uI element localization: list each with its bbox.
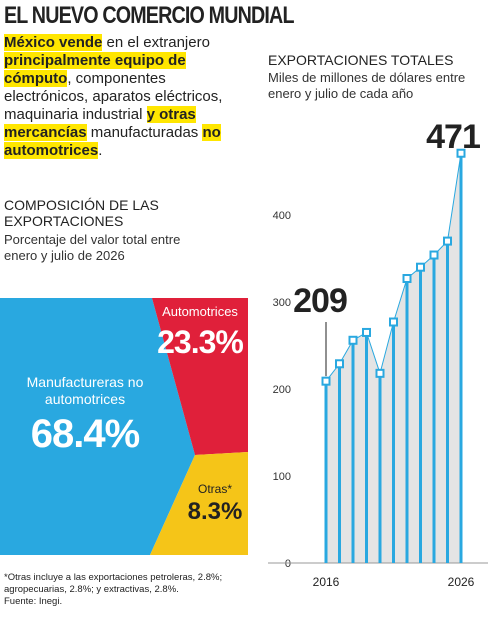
source: Fuente: Inegi. [4,596,63,607]
value-label: 209 [293,282,347,320]
y-tick-label: 0 [285,558,291,570]
marker [321,376,331,386]
intro-text-part: . [98,142,103,159]
marker [429,250,439,260]
composition-title: COMPOSICIÓN DE LAS EXPORTACIONES [4,197,159,229]
legend-label: Manufactureras no automotrices [26,374,144,407]
footnote: *Otras incluye a las exportaciones petro… [4,572,259,608]
intro-highlight: México vende [4,34,103,51]
marker [416,262,425,272]
legend-label: Otras* [197,482,232,496]
legend-label: Automotrices [162,304,238,319]
value-label: 471 [426,118,480,156]
marker [389,317,398,327]
marker [375,368,385,378]
y-tick-label: 300 [273,297,291,309]
y-tick-label: 100 [273,471,291,483]
marker [402,274,412,284]
value-label: 68.4% [30,412,140,456]
y-tick-label: 200 [273,384,291,396]
intro-text: México vende en el extranjero principalm… [4,34,244,160]
page-title: EL NUEVO COMERCIO MUNDIAL [4,2,294,29]
footnote-text: *Otras incluye a las exportaciones petro… [4,572,223,595]
x-tick-label: 2026 [448,575,475,589]
value-label: 8.3% [187,498,243,525]
intro-text-part: en el extranjero [102,34,210,51]
segment [0,298,195,555]
marker [362,327,371,337]
segment [152,298,248,455]
y-tick-label: 400 [273,210,291,222]
value-label: 23.3% [157,324,244,360]
exports-title: EXPORTACIONES TOTALES [268,52,454,68]
marker [348,335,358,345]
intro-text-part: , componentes electrónicos, aparatos elé… [4,70,223,123]
x-tick-label: 2016 [313,575,340,589]
marker [335,359,344,369]
marker [456,148,466,158]
composition-subtitle: Porcentaje del valor total entre enero y… [4,232,181,263]
marker [443,236,452,246]
exports-subtitle: Miles de millones de dólares entre enero… [268,70,466,101]
segment [150,452,248,555]
intro-text-part: manufacturadas [86,124,203,141]
